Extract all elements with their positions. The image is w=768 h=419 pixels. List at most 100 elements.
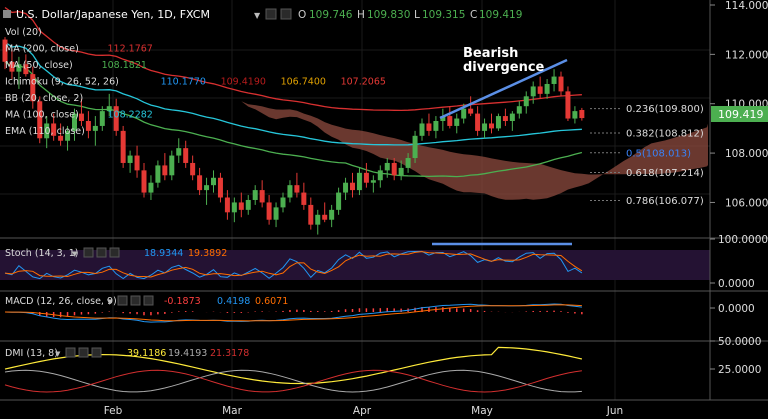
candle-body — [204, 185, 210, 191]
settings-icon[interactable] — [280, 8, 292, 20]
moving-average-lines — [4, 6, 583, 178]
indicator-axis-label: 0.0000 — [718, 278, 755, 290]
candle-body — [329, 209, 335, 220]
chart-header: U.S. Dollar/Japanese Yen, 1D, FXCM ▼ O 1… — [3, 8, 522, 21]
indicator-legend-label: MA (50, close) — [5, 60, 73, 71]
stoch-legend: Stoch (14, 3, 1) ▼ 18.9344 19.3892 — [5, 247, 227, 259]
indicator-legend-label: EMA (110, close) — [5, 126, 85, 137]
fib-level-label: 0.236(109.800) — [626, 104, 704, 115]
candle-body — [579, 109, 585, 119]
time-axis-label: Feb — [104, 405, 123, 417]
indicator-axis-label: 100.0000 — [718, 234, 768, 246]
candle-body — [370, 180, 376, 183]
macd-settings-icon[interactable] — [130, 295, 141, 306]
stoch-close-icon[interactable] — [109, 247, 120, 258]
ma-200-line — [4, 6, 582, 112]
dmi-minus-di-line — [4, 369, 582, 393]
candle-body — [315, 214, 321, 225]
symbol-title[interactable]: U.S. Dollar/Japanese Yen, 1D, FXCM — [16, 8, 210, 21]
candle-body — [537, 86, 543, 94]
macd-hist-value: -0.1873 — [164, 296, 201, 307]
candle-body — [44, 123, 50, 139]
candle-body — [356, 172, 362, 191]
candle-body — [447, 116, 453, 126]
stoch-d-value: 19.3892 — [188, 248, 227, 259]
high-value: 109.830 — [367, 9, 410, 21]
low-value: 109.315 — [422, 9, 465, 21]
candle-body — [398, 167, 404, 176]
candle-body — [489, 123, 494, 129]
candle-body — [384, 162, 390, 171]
candle-body — [231, 202, 237, 213]
time-axis[interactable]: Feb Mar Apr May Jun — [104, 405, 624, 417]
candle-body — [113, 106, 119, 131]
candle-body — [176, 148, 182, 156]
dmi-close-icon[interactable] — [91, 347, 102, 358]
stoch-dropdown-icon[interactable]: ▼ — [72, 250, 78, 258]
macd-dropdown-icon[interactable]: ▼ — [107, 298, 113, 306]
candle-body — [162, 165, 168, 176]
symbol-dropdown-icon[interactable]: ▼ — [254, 11, 261, 20]
macd-macd-value: 0.4198 — [217, 296, 250, 307]
collapse-toggle[interactable] — [3, 10, 11, 18]
candle-body — [259, 190, 265, 203]
candle-body — [530, 86, 536, 97]
candle-body — [565, 91, 571, 119]
dmi-settings-icon[interactable] — [78, 347, 89, 358]
indicator-legend-value: 109.4190 — [221, 77, 266, 88]
indicator-legend-value: 108.1821 — [102, 60, 147, 71]
indicator-legend-label: Ichimoku (9, 26, 52, 26) — [5, 77, 119, 88]
candle-body — [405, 158, 411, 168]
time-axis-label: May — [471, 405, 493, 417]
dmi-visibility-icon[interactable] — [65, 347, 76, 358]
candle-body — [9, 61, 15, 72]
stoch-settings-icon[interactable] — [96, 247, 107, 258]
candle-body — [155, 165, 161, 183]
candle-body — [440, 116, 446, 121]
candle-body — [322, 214, 328, 220]
candle-body — [273, 207, 279, 220]
indicator-axis-label: 0.0000 — [718, 303, 755, 315]
indicator-axes[interactable]: 100.0000 0.0000 0.0000 50.0000 25.0000 — [710, 234, 768, 376]
annotation-line2: divergence — [463, 60, 545, 75]
macd-close-icon[interactable] — [143, 295, 154, 306]
fib-level-label: 0.618(107.214) — [626, 168, 704, 179]
candle-body — [85, 121, 91, 131]
candle-body — [336, 192, 342, 210]
candle-body — [72, 113, 77, 131]
candle-body — [433, 121, 439, 131]
candle-body — [308, 204, 314, 225]
visibility-icon[interactable] — [265, 8, 277, 20]
stoch-visibility-icon[interactable] — [83, 247, 94, 258]
candle-body — [78, 113, 84, 121]
fib-level-label: 0.786(106.077) — [626, 196, 704, 207]
macd-visibility-icon[interactable] — [117, 295, 128, 306]
candle-body — [134, 155, 140, 171]
candle-body — [245, 199, 251, 210]
open-label: O — [298, 9, 306, 21]
high-label: H — [357, 9, 365, 21]
price-axis-label: 108.000 — [725, 148, 768, 160]
dmi-dropdown-icon[interactable]: ▼ — [55, 350, 61, 358]
candle-body — [572, 111, 578, 119]
candle-body — [412, 135, 418, 159]
time-axis-label: Apr — [353, 405, 372, 417]
candle-body — [148, 182, 154, 193]
indicator-legend-label: Vol (20) — [5, 27, 42, 38]
indicator-axis-label: 25.0000 — [718, 364, 761, 376]
indicator-legend-value: 106.7400 — [281, 77, 326, 88]
candle-body — [127, 155, 133, 163]
price-axis-label: 114.000 — [725, 0, 768, 12]
indicator-legend-value: 112.1767 — [108, 44, 153, 55]
open-value: 109.746 — [309, 9, 353, 21]
macd-signal-line — [4, 304, 582, 322]
candle-body — [475, 113, 481, 131]
candle-body — [169, 155, 175, 176]
price-axis-label: 112.000 — [725, 49, 768, 61]
indicator-legend-label: BB (20, close, 2) — [5, 93, 83, 104]
macd-line — [4, 303, 582, 323]
low-label: L — [414, 9, 420, 21]
candlesticks — [2, 37, 585, 235]
stoch-label: Stoch (14, 3, 1) — [5, 248, 79, 259]
